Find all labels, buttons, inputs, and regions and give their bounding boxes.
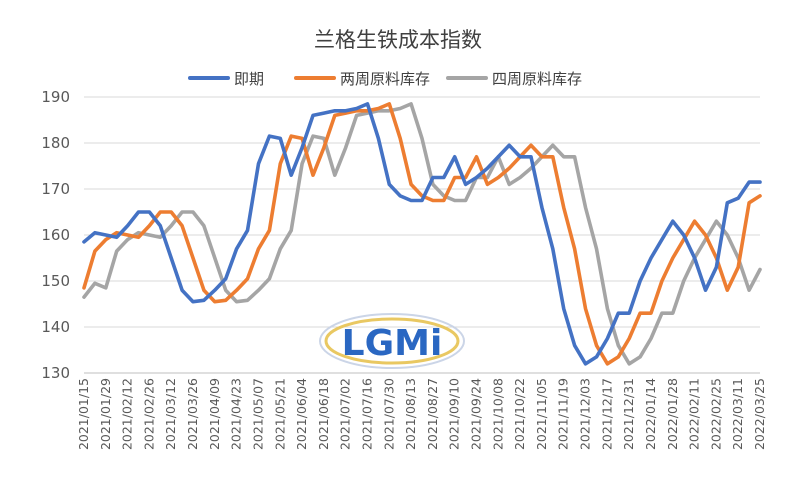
x-tick-label: 2022/02/11 xyxy=(687,378,702,450)
y-tick-label: 170 xyxy=(41,180,70,198)
y-tick-label: 140 xyxy=(41,318,70,336)
legend-label: 两周原料库存 xyxy=(340,70,430,88)
x-tick-label: 2021/12/03 xyxy=(578,378,593,450)
x-tick-label: 2022/01/28 xyxy=(665,378,680,450)
x-tick-label: 2022/03/11 xyxy=(730,378,745,450)
legend-label: 即期 xyxy=(234,70,264,88)
x-tick-label: 2021/01/29 xyxy=(98,378,113,450)
legend: 即期 两周原料库存 四周原料库存 xyxy=(188,70,582,88)
x-tick-label: 2021/12/31 xyxy=(621,378,636,450)
x-tick-label: 2021/02/26 xyxy=(141,378,156,450)
y-tick-label: 180 xyxy=(41,134,70,152)
x-tick-label: 2021/11/19 xyxy=(556,378,571,450)
y-tick-label: 160 xyxy=(41,226,70,244)
y-axis: 130 140 150 160 170 180 190 xyxy=(41,88,70,382)
x-tick-label: 2022/02/25 xyxy=(708,378,723,450)
logo-text: LGMi xyxy=(342,323,443,364)
y-tick-label: 130 xyxy=(41,364,70,382)
logo-ellipse-inner xyxy=(324,317,460,365)
x-tick-label: 2021/05/21 xyxy=(272,378,287,450)
chart-title: 兰格生铁成本指数 xyxy=(314,28,482,52)
x-tick-label: 2021/07/30 xyxy=(381,378,396,450)
x-tick-label: 2021/11/05 xyxy=(534,378,549,450)
x-tick-label: 2021/09/24 xyxy=(469,378,484,450)
x-tick-label: 2021/05/07 xyxy=(250,378,265,450)
x-tick-label: 2021/08/13 xyxy=(403,378,418,450)
y-tick-label: 190 xyxy=(41,88,70,106)
x-tick-label: 2021/12/17 xyxy=(599,378,614,450)
x-tick-label: 2022/01/14 xyxy=(643,378,658,450)
x-tick-label: 2021/04/23 xyxy=(229,378,244,450)
x-tick-label: 2021/10/22 xyxy=(512,378,527,450)
x-tick-label: 2021/04/09 xyxy=(207,378,222,450)
x-tick-label: 2021/07/02 xyxy=(338,378,353,450)
series-lines xyxy=(82,102,762,366)
lgmi-logo: LGMi xyxy=(319,313,465,369)
x-tick-label: 2021/02/12 xyxy=(120,378,135,450)
legend-label: 四周原料库存 xyxy=(492,70,582,88)
x-tick-label: 2021/10/08 xyxy=(490,378,505,450)
x-tick-label: 2021/07/16 xyxy=(359,378,374,450)
x-tick-label: 2021/06/18 xyxy=(316,378,331,450)
x-tick-label: 2021/08/27 xyxy=(425,378,440,450)
x-axis: 2021/01/15 2021/01/29 2021/02/12 2021/02/26… xyxy=(76,378,767,450)
x-tick-label: 2021/01/15 xyxy=(76,378,91,450)
series-line-3 xyxy=(82,102,762,366)
x-tick-label: 2021/06/04 xyxy=(294,378,309,450)
series-line-2 xyxy=(82,102,762,366)
series-line-1 xyxy=(82,102,762,366)
y-tick-label: 150 xyxy=(41,272,70,290)
x-tick-label: 2021/09/10 xyxy=(447,378,462,450)
x-tick-label: 2021/03/12 xyxy=(163,378,178,450)
x-tick-label: 2021/03/26 xyxy=(185,378,200,450)
logo-ellipse-outer xyxy=(319,313,465,369)
x-tick-label: 2022/03/25 xyxy=(752,378,767,450)
